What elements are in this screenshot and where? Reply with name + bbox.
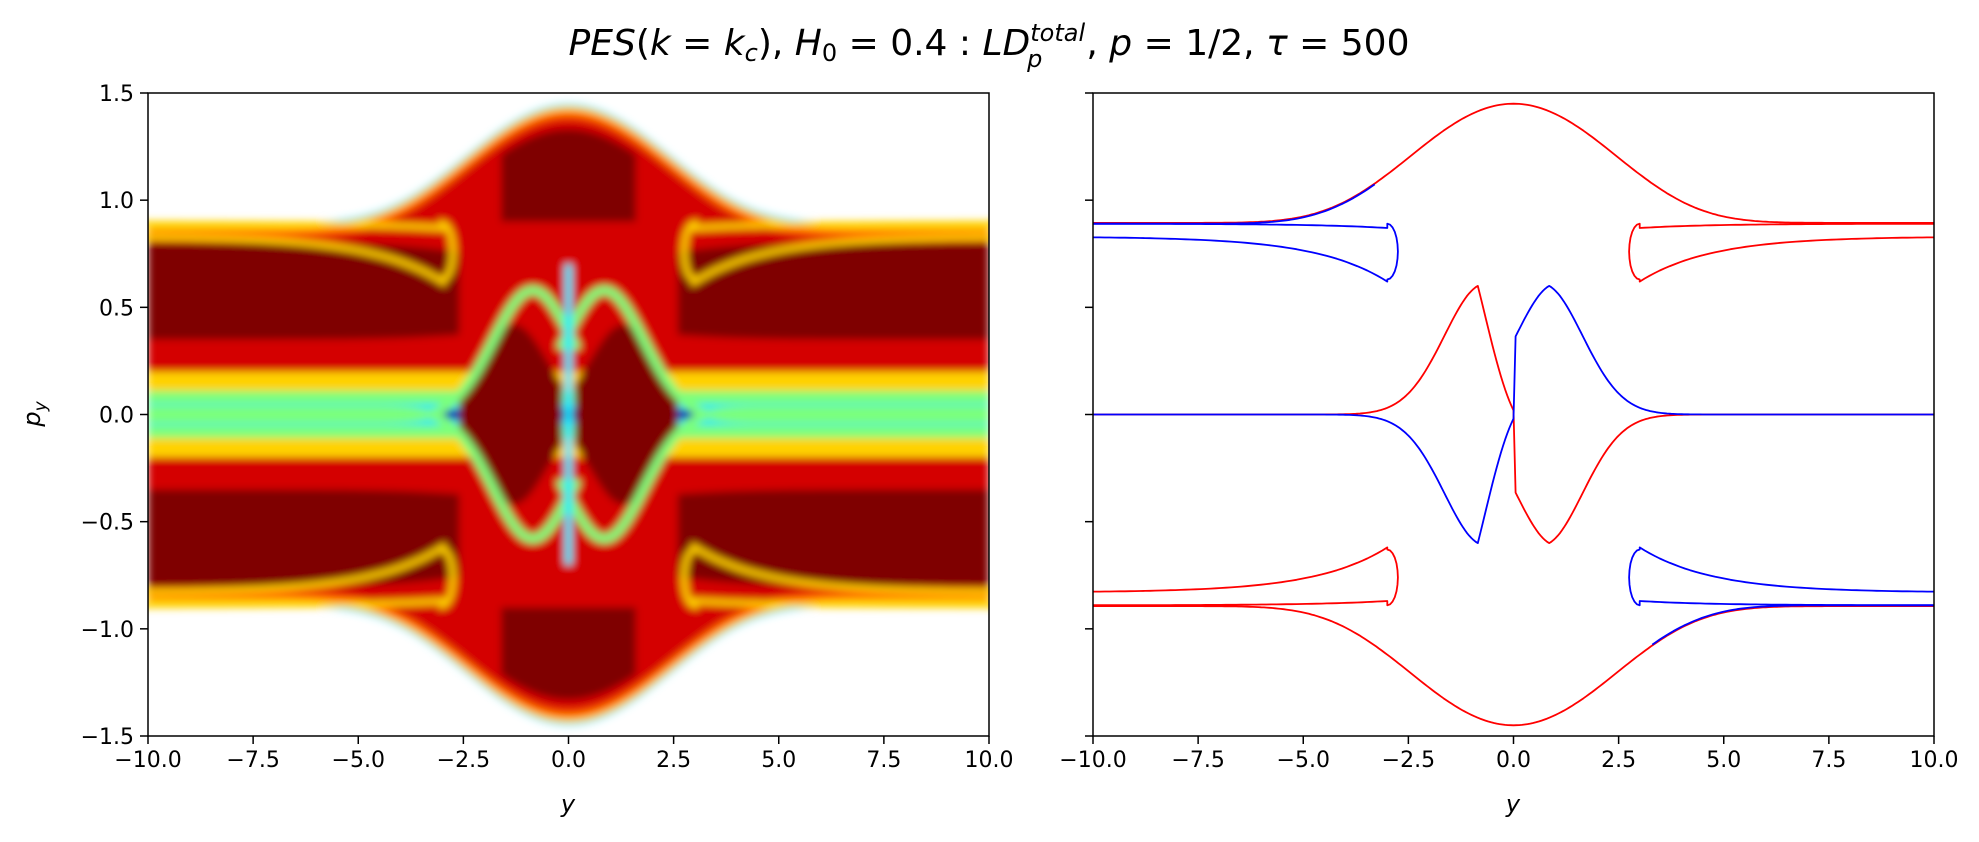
- x-tick-label: 5.0: [761, 748, 796, 773]
- heat-lobe: [148, 542, 456, 610]
- x-tick-label: −2.5: [1382, 748, 1435, 773]
- x-tick-label: 0.0: [551, 748, 586, 773]
- manifold-xlabel: y: [1505, 790, 1521, 818]
- x-tick-label: 2.5: [1601, 748, 1636, 773]
- heat-lobe: [148, 219, 456, 287]
- x-tick-label: −2.5: [437, 748, 490, 773]
- x-tick-label: 5.0: [1706, 748, 1741, 773]
- manifold-curves: [1093, 102, 1934, 727]
- series-red-lobe: [1093, 546, 1399, 607]
- heat-core-cap: [501, 607, 636, 700]
- x-tick-label: 10.0: [1910, 748, 1959, 773]
- y-tick-label: −1.0: [81, 618, 134, 643]
- heat-core-side: [148, 243, 460, 340]
- x-tick-label: 0.0: [1496, 748, 1531, 773]
- x-tick-label: 7.5: [866, 748, 901, 773]
- y-tick-label: 0.0: [99, 404, 134, 429]
- heatmap-field: [148, 103, 989, 726]
- series-red-lobe: [1628, 222, 1934, 283]
- series-blue-lobe: [1628, 546, 1934, 607]
- x-tick-label: −7.5: [1171, 748, 1224, 773]
- heat-ridge: [148, 405, 581, 544]
- heat-ridge: [556, 285, 989, 424]
- y-tick-label: 1.0: [99, 189, 134, 214]
- x-tick-label: 7.5: [1811, 748, 1846, 773]
- heat-lobe: [681, 219, 989, 287]
- y-tick-label: 0.5: [99, 296, 134, 321]
- heatmap-xlabel: y: [560, 790, 576, 818]
- heatmap-panel: −10.0 −7.5 −5.0 −2.5 0.0 2.5 5.0 7.5 10.0 −1.5 −1.…: [18, 82, 1013, 818]
- heatmap-ylabel: py: [18, 400, 51, 427]
- heat-ridge: [148, 285, 581, 424]
- y-tick-label: 1.5: [99, 82, 134, 107]
- heat-core-side: [677, 489, 989, 586]
- series-red-boundary-lower: [1093, 605, 1934, 727]
- manifold-panel: −10.0 −7.5 −5.0 −2.5 0.0 2.5 5.0 7.5 10.0 y: [1059, 92, 1959, 818]
- heat-core-side: [148, 489, 460, 586]
- series-blue-boundary: [1651, 604, 1934, 646]
- series-blue-central: [1093, 285, 1934, 544]
- x-tick-label: −10.0: [114, 748, 181, 773]
- x-tick-label: 10.0: [965, 748, 1014, 773]
- heatmap-ticks: −10.0 −7.5 −5.0 −2.5 0.0 2.5 5.0 7.5 10.0 −1.5 −1.…: [81, 82, 1014, 773]
- heat-core-cap: [501, 129, 636, 222]
- x-tick-label: 2.5: [656, 748, 691, 773]
- x-tick-label: −7.5: [226, 748, 279, 773]
- x-tick-label: −5.0: [1277, 748, 1330, 773]
- heat-ridge: [556, 405, 989, 544]
- series-blue-boundary: [1093, 183, 1376, 225]
- series-red-boundary-upper: [1093, 102, 1934, 224]
- heat-lens-core: [459, 324, 563, 505]
- heat-lens-core: [574, 324, 678, 505]
- chart-title: PES(k = kc), H0 = 0.4 : LDtotal p, p = 1/…: [569, 19, 1410, 73]
- y-tick-label: −1.5: [81, 725, 134, 750]
- series-blue-lobe: [1093, 222, 1399, 283]
- manifold-ticks: −10.0 −7.5 −5.0 −2.5 0.0 2.5 5.0 7.5 10.0: [1059, 92, 1959, 773]
- heat-core-side: [677, 243, 989, 340]
- heat-lobe: [681, 542, 989, 610]
- x-tick-label: −10.0: [1059, 748, 1126, 773]
- x-tick-label: −5.0: [332, 748, 385, 773]
- y-tick-label: −0.5: [81, 511, 134, 536]
